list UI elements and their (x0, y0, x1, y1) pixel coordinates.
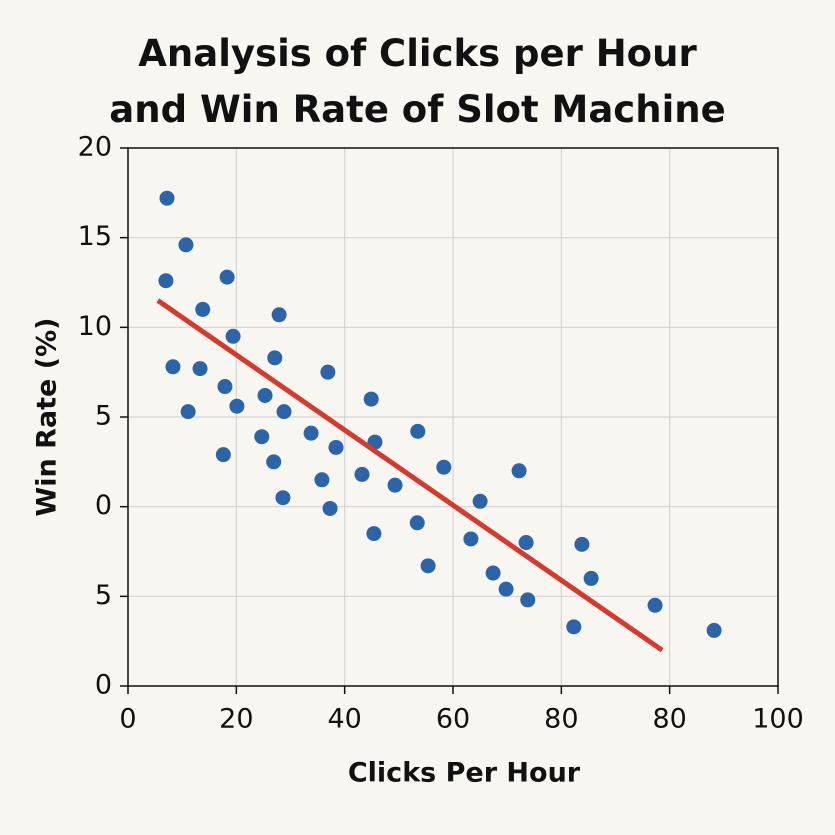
x-tick-label: 60 (436, 704, 470, 735)
point (322, 500, 338, 516)
point (387, 477, 403, 493)
point (518, 535, 534, 551)
point (574, 536, 590, 552)
point (472, 493, 488, 509)
point (229, 398, 245, 414)
point (354, 466, 370, 482)
point (511, 463, 527, 479)
point (266, 454, 282, 470)
point (225, 328, 241, 344)
point (320, 364, 336, 380)
y-tick-label: 0 (95, 490, 112, 521)
point (363, 391, 379, 407)
x-axis-label: Clicks Per Hour (348, 758, 581, 789)
point (409, 515, 425, 531)
point (275, 490, 291, 506)
point (566, 619, 582, 635)
x-tick-label: 80 (652, 704, 686, 735)
point (180, 404, 196, 420)
point (178, 237, 194, 253)
point (195, 301, 211, 317)
point (410, 423, 426, 439)
point (366, 526, 382, 542)
point (267, 350, 283, 366)
y-tick-label: 20 (78, 132, 112, 163)
x-tick-label: 100 (752, 704, 804, 735)
point (328, 439, 344, 455)
point (165, 359, 181, 375)
point (158, 273, 174, 289)
point (254, 429, 270, 445)
point (583, 570, 599, 586)
point (485, 565, 501, 581)
y-tick-label: 0 (95, 670, 112, 701)
x-tick-label: 40 (327, 704, 361, 735)
point (436, 459, 452, 475)
trend-line (156, 298, 664, 653)
point (276, 404, 292, 420)
point (420, 558, 436, 574)
y-tick-label: 10 (78, 311, 112, 342)
chart-title: Analysis of Clicks per Hour and Win Rate… (109, 32, 726, 131)
y-axis-label: Win Rate (%) (32, 317, 63, 516)
point (647, 597, 663, 613)
y-tick-label: 5 (95, 580, 112, 611)
point (192, 361, 208, 377)
point (159, 190, 175, 206)
point (314, 472, 330, 488)
x-tick-label: 80 (544, 704, 578, 735)
point (257, 387, 273, 403)
point (215, 447, 231, 463)
x-tick-label: 0 (119, 704, 136, 735)
y-tick-label: 15 (78, 221, 112, 252)
plot-frame (127, 147, 779, 687)
y-tick-label: 5 (95, 401, 112, 432)
point (271, 307, 287, 323)
point (303, 425, 319, 441)
point (219, 269, 235, 285)
point (498, 581, 514, 597)
point (463, 531, 479, 547)
x-tick-label: 20 (219, 704, 253, 735)
point (217, 379, 233, 395)
point (520, 592, 536, 608)
point (706, 622, 722, 638)
